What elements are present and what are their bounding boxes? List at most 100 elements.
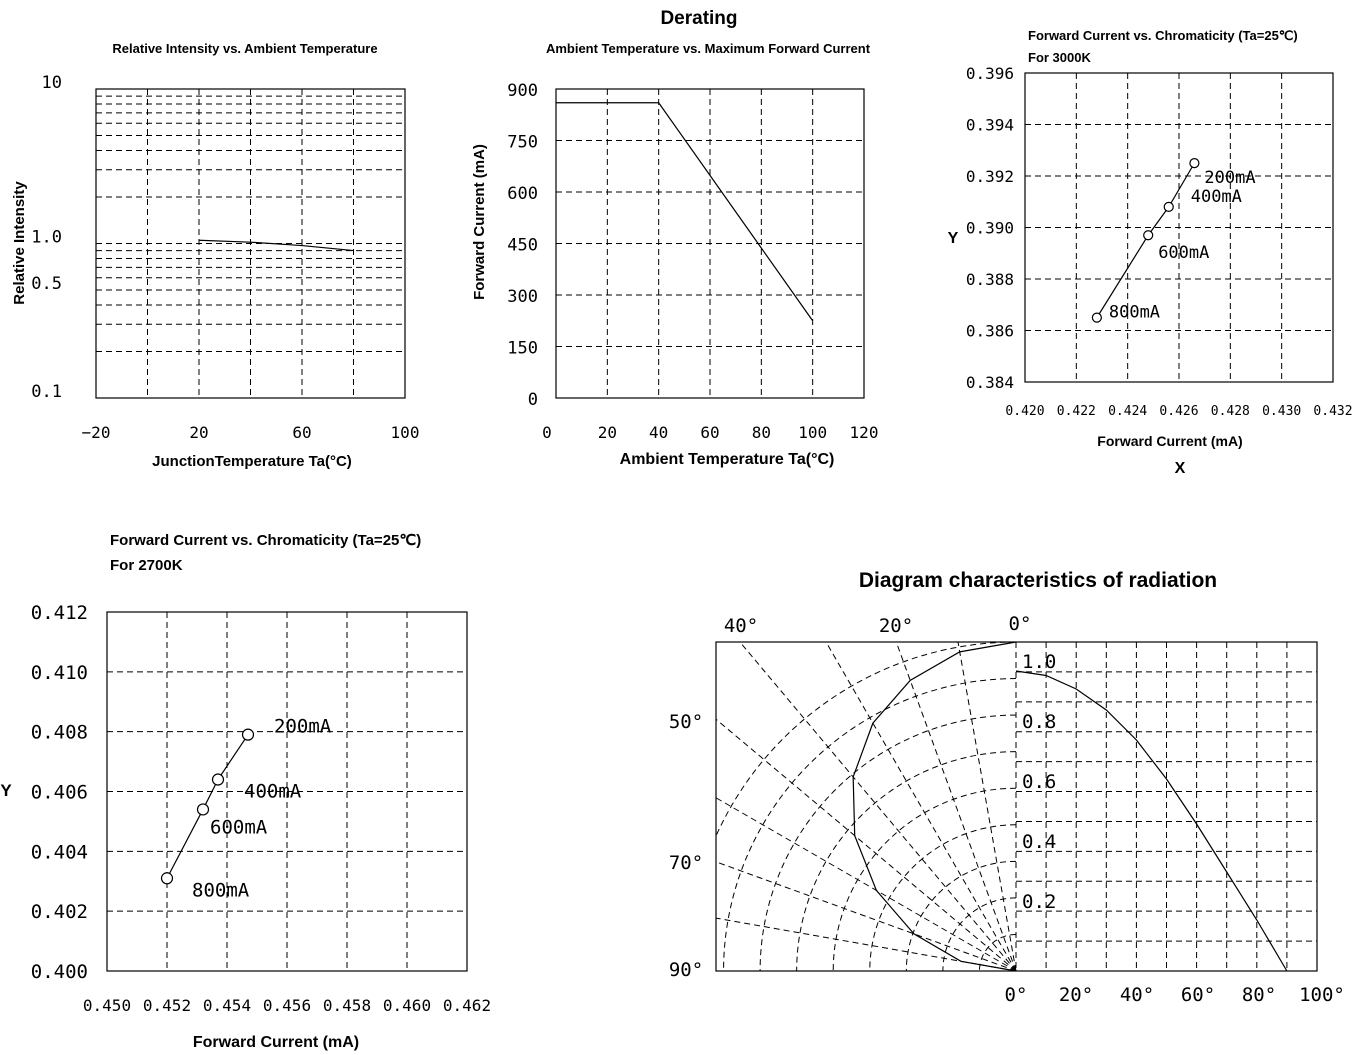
chroma3000-point — [1163, 201, 1174, 212]
intensity-plot-frame — [95, 88, 406, 399]
chroma2700-xlabel: Forward Current (mA) — [193, 1034, 359, 1051]
intensity-ytick-label: 0.1 — [31, 382, 62, 402]
radiation-radial-label: 0.4 — [1022, 831, 1056, 853]
chroma2700-point-label: 800mA — [192, 879, 250, 901]
derating-xtick-label: 20 — [598, 423, 617, 442]
chroma3000-xtick-label: 0.430 — [1262, 404, 1301, 419]
chroma3000-point — [1091, 312, 1102, 323]
radiation-title: Diagram characteristics of radiation — [859, 569, 1217, 592]
derating-ylabel: Forward Current (mA) — [471, 144, 488, 300]
chroma2700-xtick-label: 0.458 — [323, 996, 371, 1015]
chroma3000-ytick-label: 0.390 — [966, 219, 1014, 238]
derating-ytick-label: 900 — [507, 81, 538, 101]
chroma2700-point — [211, 773, 225, 786]
chroma3000-xlabel: Forward Current (mA) — [1097, 433, 1242, 449]
chroma3000-point-label: 800mA — [1109, 303, 1160, 323]
radiation-arc — [942, 897, 1017, 971]
chroma2700-xtick-label: 0.462 — [443, 996, 491, 1015]
derating-title: Ambient Temperature vs. Maximum Forward … — [546, 41, 871, 56]
chroma3000-ytick-label: 0.392 — [966, 167, 1014, 186]
chroma3000-xtick-label: 0.428 — [1211, 404, 1250, 419]
radiation-grid-group — [716, 642, 1317, 971]
chroma2700-ytick-label: 0.406 — [31, 782, 88, 804]
radiation-radial — [825, 642, 1017, 971]
chroma2700-xtick-label: 0.460 — [383, 996, 431, 1015]
intensity-title: Relative Intensity vs. Ambient Temperatu… — [112, 41, 377, 56]
chroma3000-point — [1189, 158, 1200, 169]
intensity-ytick-label: 10 — [42, 73, 62, 93]
chroma2700-point — [160, 872, 174, 885]
intensity-xlabel: JunctionTemperature Ta(°C) — [152, 453, 352, 470]
chroma3000-ylabel: Y — [948, 230, 959, 247]
chroma3000-ytick-label: 0.386 — [966, 322, 1014, 341]
radiation-radial — [716, 718, 1017, 971]
derating-xtick-label: 40 — [649, 423, 668, 442]
derating-xtick-label: 60 — [700, 423, 719, 442]
chroma2700-point — [241, 728, 255, 741]
radiation-bottom-label: 60° — [1181, 984, 1215, 1006]
derating-series-line — [556, 102, 814, 322]
radiation-radial — [957, 642, 1017, 971]
intensity-xtick-label: 60 — [292, 423, 311, 442]
radiation-radial-label: 0.6 — [1022, 771, 1056, 793]
chroma2700-ytick-label: 0.408 — [31, 722, 88, 744]
chroma3000-subtitle: For 3000K — [1028, 50, 1091, 65]
derating-ytick-label: 450 — [507, 236, 538, 256]
radiation-arc — [723, 678, 1017, 971]
chroma3000-xtick-label: 0.426 — [1159, 404, 1198, 419]
chroma3000-xtick-label: 0.432 — [1313, 404, 1352, 419]
radiation-angle-label: 70° — [669, 852, 703, 874]
radiation-radial — [895, 642, 1017, 971]
radiation-bottom-label: 40° — [1120, 984, 1154, 1006]
radiation-radial-label: 1.0 — [1022, 651, 1056, 673]
radiation-radial-label: 0.8 — [1022, 711, 1056, 733]
radiation-bottom-label: 80° — [1242, 984, 1276, 1006]
radiation-radial — [716, 861, 1017, 971]
radiation-polar-curve — [852, 641, 1017, 972]
radiation-angle-label: 90° — [669, 959, 703, 981]
radiation-angle-label: 50° — [669, 711, 703, 733]
chroma2700-plot-frame — [106, 611, 468, 972]
chroma2700-xtick-label: 0.456 — [263, 996, 311, 1015]
intensity-xtick-label: 100 — [391, 423, 420, 442]
chroma3000-point-label: 200mA — [1204, 168, 1255, 188]
radiation-arc — [796, 751, 1017, 971]
chroma2700-ytick-label: 0.404 — [31, 841, 88, 863]
chroma3000-ytick-label: 0.384 — [966, 373, 1014, 392]
radiation-radial — [716, 917, 1017, 971]
chroma2700-ytick-label: 0.412 — [31, 602, 88, 624]
radiation-arc — [759, 714, 1017, 971]
derating-xtick-label: 80 — [752, 423, 771, 442]
chroma2700-ytick-label: 0.402 — [31, 901, 88, 923]
derating-xtick-label: 100 — [798, 423, 827, 442]
chroma2700-point-label: 200mA — [274, 716, 332, 738]
radiation-angle-label: 0° — [1009, 613, 1032, 635]
chroma2700-xtick-label: 0.454 — [203, 996, 251, 1015]
radiation-bottom-label: 100° — [1299, 984, 1345, 1006]
radiation-plot-frame — [715, 641, 1318, 972]
derating-xtick-label: 0 — [542, 423, 552, 442]
derating-ytick-label: 750 — [507, 133, 538, 153]
chroma2700-xtick-label: 0.450 — [83, 996, 131, 1015]
radiation-angle-label: 40° — [724, 615, 758, 637]
chroma2700-ytick-label: 0.400 — [31, 961, 88, 983]
chroma3000-xlabel2: X — [1175, 460, 1186, 477]
derating-ytick-label: 600 — [507, 184, 538, 204]
radiation-bottom-label: 0° — [1005, 984, 1028, 1006]
derating-ytick-label: 300 — [507, 287, 538, 307]
chroma2700-subtitle: For 2700K — [110, 557, 183, 574]
radiation-linear-curve — [1015, 670, 1288, 972]
chroma2700-series-line — [166, 734, 249, 879]
derating-plot-frame — [555, 88, 865, 399]
chroma3000-point-label: 600mA — [1158, 243, 1209, 263]
intensity-ylabel: Relative Intensity — [11, 181, 28, 305]
chroma3000-xtick-label: 0.422 — [1057, 404, 1096, 419]
chroma3000-xtick-label: 0.420 — [1005, 404, 1044, 419]
chroma3000-series-line — [1096, 162, 1195, 318]
derating-xtick-label: 120 — [850, 423, 879, 442]
chroma2700-point — [196, 803, 210, 816]
radiation-radial-label: 0.2 — [1022, 891, 1056, 913]
radiation-bottom-label: 20° — [1059, 984, 1093, 1006]
intensity-series-line — [198, 239, 354, 252]
